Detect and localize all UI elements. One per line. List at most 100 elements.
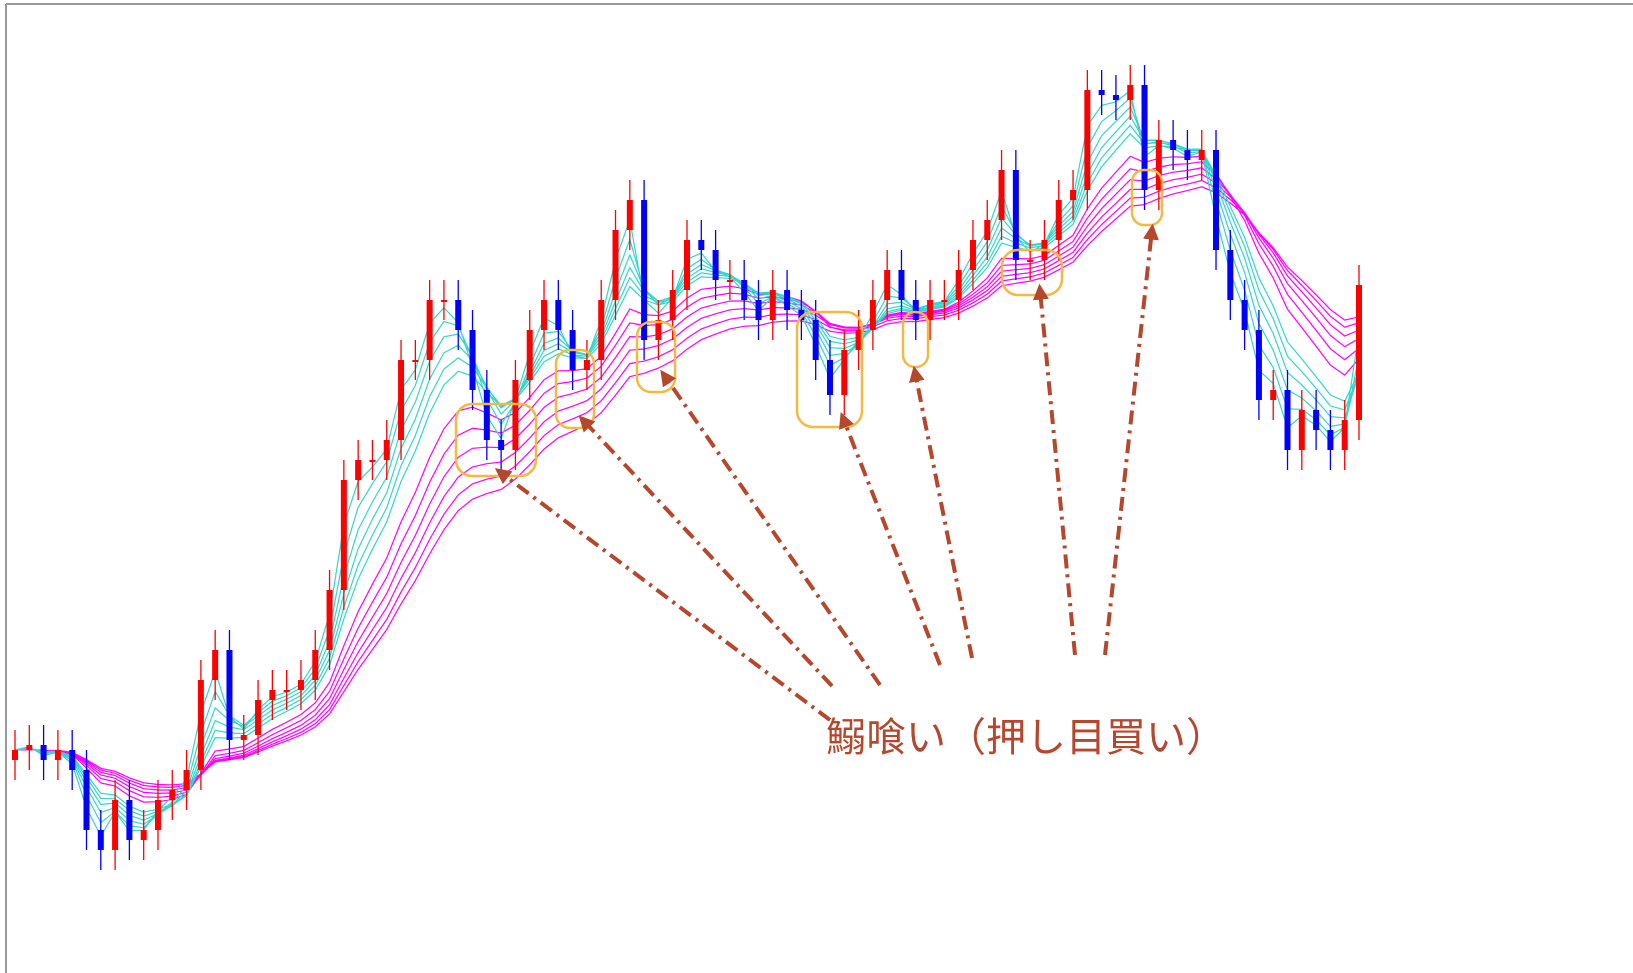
candle-body (1184, 150, 1191, 160)
candle-body (984, 220, 991, 240)
candle-body (1255, 330, 1262, 400)
candle-body (40, 745, 47, 760)
candle-body (355, 460, 362, 480)
candle-body (369, 460, 376, 462)
candle-body (1027, 260, 1034, 262)
candle-body (1341, 420, 1348, 450)
candle-body (741, 280, 748, 300)
candle-body (1141, 85, 1148, 190)
candle-body (798, 310, 805, 320)
candle-body (955, 270, 962, 300)
candle-body (26, 745, 33, 750)
highlight (795, 310, 864, 429)
candle-body (755, 300, 762, 320)
candle-body (240, 735, 247, 740)
candle-body (112, 800, 119, 850)
annotation-text: 鰯喰い（押し目買い） (826, 715, 1226, 761)
candle-body (826, 360, 833, 395)
candle-body (583, 360, 590, 370)
candle-body (1155, 140, 1162, 190)
candle-body (1170, 140, 1177, 150)
candle-body (169, 790, 176, 800)
candle-body (869, 300, 876, 330)
candle-body (526, 330, 533, 380)
candle-body (269, 690, 276, 700)
candle-body (226, 650, 233, 740)
candle-body (154, 800, 161, 830)
candle-body (1313, 410, 1320, 430)
candle-body (941, 300, 948, 302)
candle-body (12, 750, 18, 760)
candle-body (426, 300, 433, 360)
candle-body (412, 360, 419, 362)
candle-body (898, 270, 905, 300)
candle-body (1070, 190, 1077, 200)
candle-body (197, 680, 204, 770)
arrow (909, 365, 974, 659)
candle-body (655, 320, 662, 340)
candle-body (398, 360, 405, 440)
candle-body (54, 750, 61, 760)
candle-body (297, 680, 304, 690)
candle-body (555, 300, 562, 330)
candle-body (440, 300, 447, 302)
candle-body (969, 240, 976, 270)
candle-body (769, 290, 776, 320)
candle-body (283, 690, 290, 692)
candle-body (612, 230, 619, 300)
candle-body (598, 300, 605, 360)
candle-body (841, 350, 848, 395)
candle-body (97, 830, 104, 850)
candle-body (912, 300, 919, 320)
candle-body (483, 390, 490, 440)
highlight (635, 320, 677, 394)
candle-body (183, 770, 190, 790)
candle-body (512, 380, 519, 450)
candle-body (469, 330, 476, 390)
candle-body (884, 270, 891, 300)
moving-average (14, 186, 1360, 786)
candle-body (1012, 170, 1019, 260)
candle-body (312, 650, 319, 680)
candle-body (212, 650, 219, 680)
candle-body (140, 830, 147, 840)
candle-body (698, 240, 705, 250)
candle-body (541, 300, 548, 330)
candle-body (998, 170, 1005, 220)
candle-body (1098, 90, 1105, 95)
candle-body (684, 240, 690, 290)
candle-body (626, 200, 633, 230)
arrow (660, 369, 882, 687)
candle-body (498, 440, 505, 450)
candle-body (255, 700, 262, 735)
candle-body (1356, 285, 1362, 420)
candle-body (1270, 390, 1277, 400)
candle-body (455, 300, 462, 330)
candle-body (712, 250, 719, 280)
candle-body (126, 800, 133, 840)
candle-body (784, 290, 791, 310)
annotations: 鰯喰い（押し目買い） (454, 168, 1226, 761)
candle-body (1127, 85, 1134, 100)
arrow (1032, 283, 1077, 656)
candle-body (1055, 200, 1062, 240)
candle-body (812, 320, 819, 360)
arrow (494, 468, 832, 722)
candle-body (1284, 390, 1291, 450)
candle-body (1327, 430, 1334, 450)
candle-body (83, 770, 90, 830)
highlight (1000, 248, 1064, 297)
candle-body (1241, 300, 1248, 330)
moving-average (14, 173, 1360, 791)
candle-body (855, 330, 862, 350)
highlight (554, 348, 596, 430)
candle-body (1084, 90, 1091, 190)
candle-body (726, 280, 733, 282)
arrow (1103, 223, 1159, 656)
moving-average (14, 167, 1360, 795)
candle-body (383, 440, 390, 460)
candle-body (669, 290, 676, 320)
candles (12, 65, 1362, 870)
